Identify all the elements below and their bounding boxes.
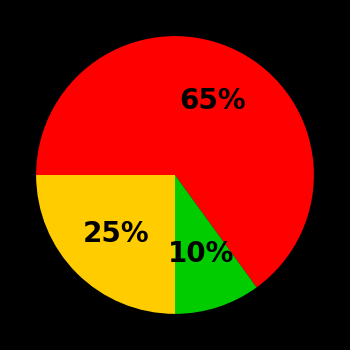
Wedge shape: [175, 175, 257, 314]
Text: 25%: 25%: [83, 220, 149, 248]
Text: 65%: 65%: [180, 87, 246, 115]
Text: 10%: 10%: [168, 240, 234, 268]
Wedge shape: [36, 36, 314, 287]
Wedge shape: [36, 175, 175, 314]
